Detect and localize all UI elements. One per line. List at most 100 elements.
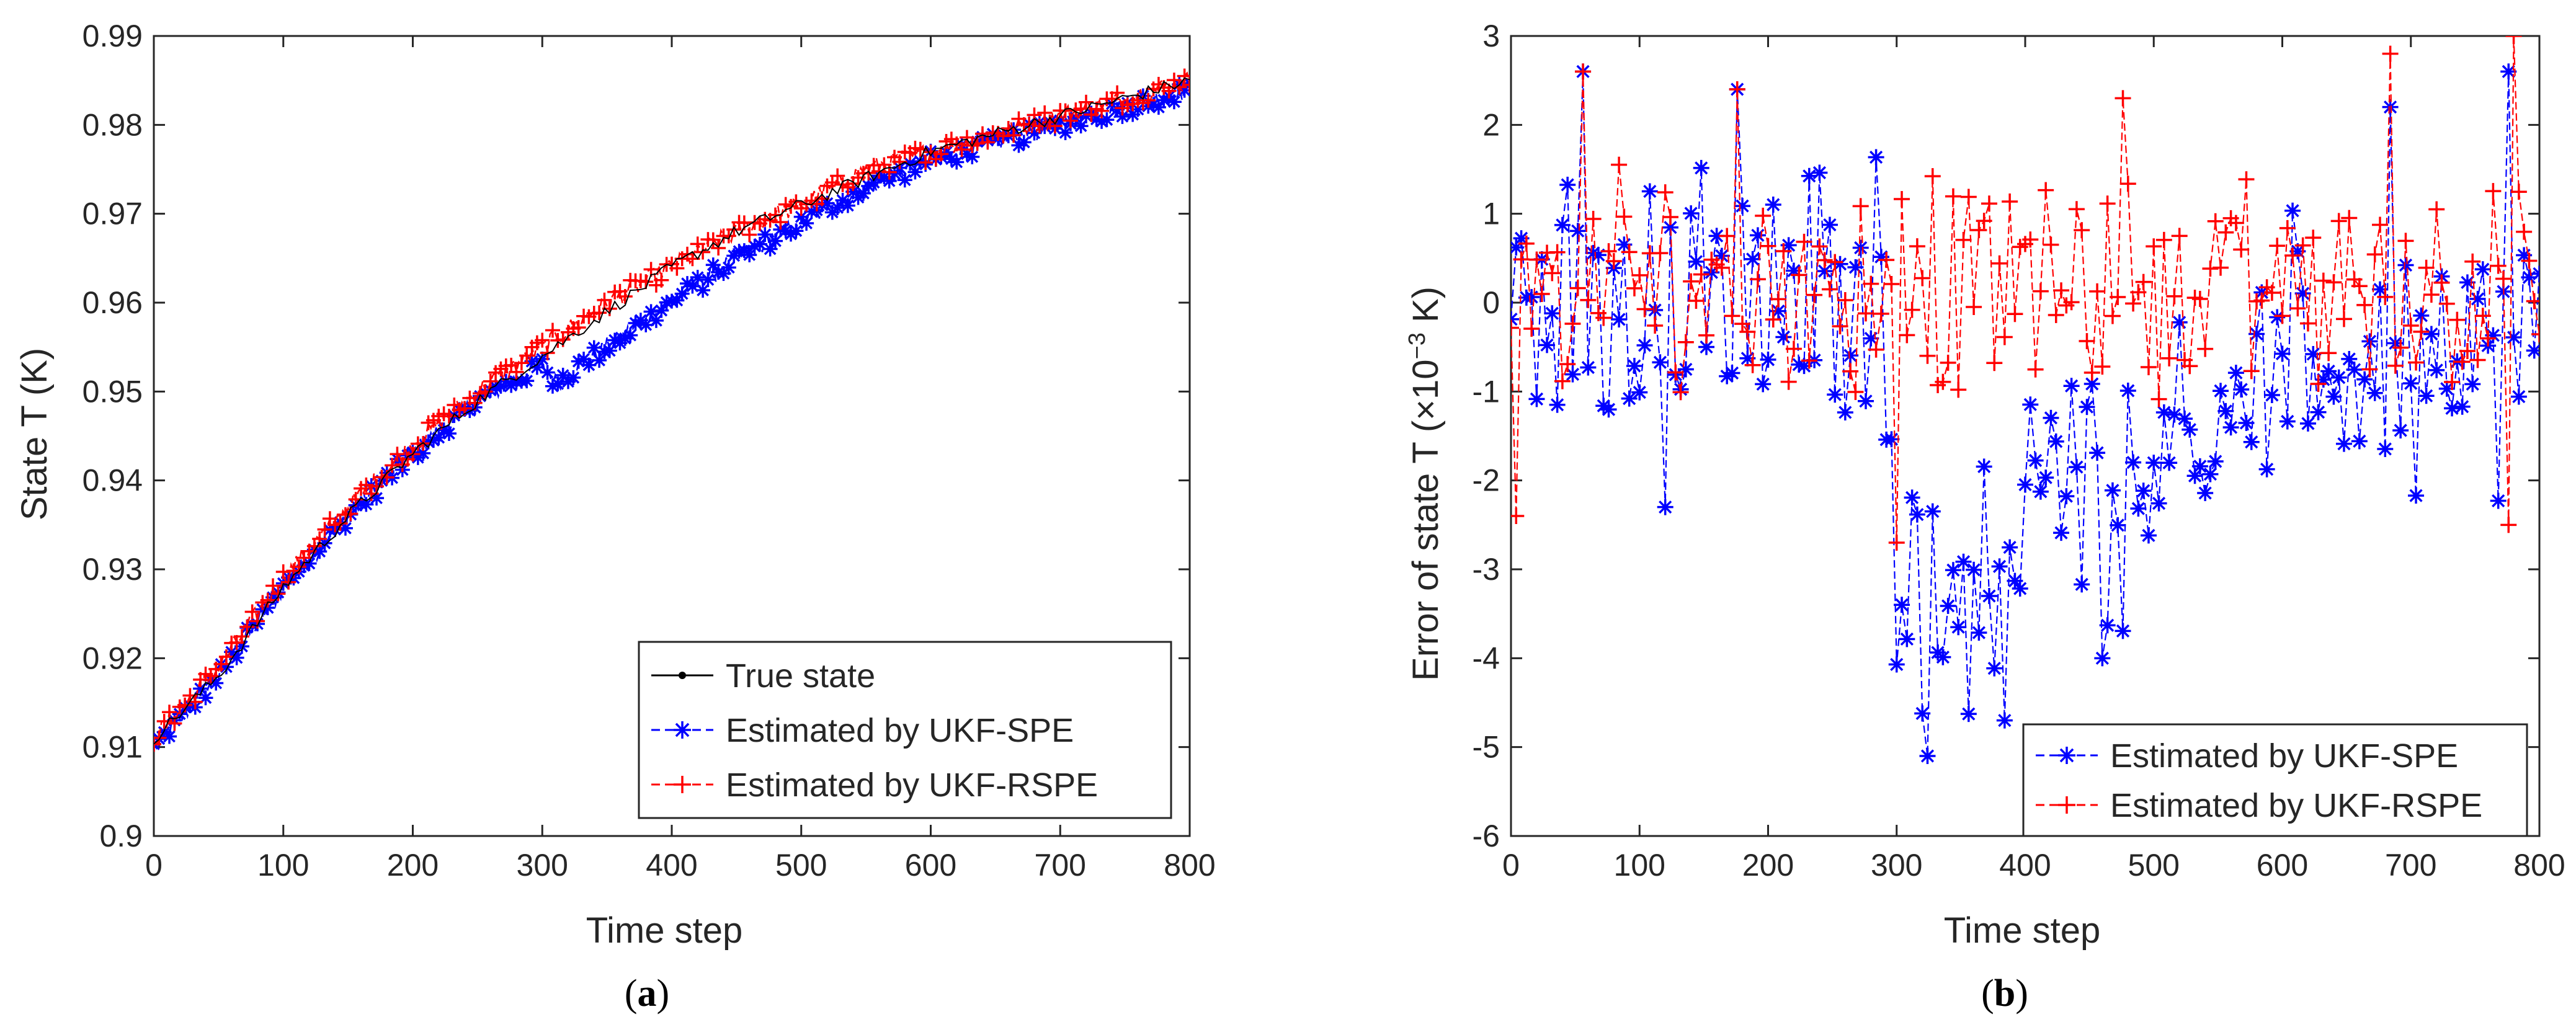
panel-a-point-ukf-rspe — [669, 260, 685, 276]
panel-b-point-ukf-spe — [1796, 358, 1812, 375]
panel-b-point-ukf-spe — [2351, 433, 2368, 450]
panel-b-point-ukf-rspe — [1894, 191, 1910, 208]
panel-b-y-tick-label: 0 — [1482, 285, 1500, 320]
panel-b-point-ukf-rspe — [1981, 195, 1997, 212]
panel-a-point-ukf-rspe — [592, 305, 607, 321]
panel-a-point-ukf-spe — [198, 690, 213, 706]
panel-b-point-ukf-rspe — [1791, 267, 1807, 283]
panel-b-point-ukf-spe — [1626, 358, 1642, 375]
panel-b-point-ukf-rspe — [2274, 308, 2291, 324]
panel-a-point-ukf-rspe — [1182, 77, 1190, 92]
panel-b-point-ukf-spe — [1811, 164, 1828, 181]
panel-a-point-ukf-rspe — [1177, 68, 1190, 84]
panel-b-point-ukf-rspe — [2413, 323, 2430, 340]
panel-b-point-ukf-spe — [2444, 400, 2461, 417]
panel-b-point-ukf-rspe — [1821, 281, 1838, 298]
panel-b-point-ukf-spe — [1734, 198, 1751, 215]
panel-b-point-ukf-rspe — [2310, 375, 2327, 392]
panel-b-point-ukf-spe — [1539, 337, 1556, 353]
panel-b-point-ukf-rspe — [1796, 233, 1812, 250]
panel-b-point-ukf-spe — [2243, 433, 2260, 450]
panel-b-legend: Estimated by UKF-SPE Estimated by UKF-RSP… — [2022, 723, 2528, 837]
panel-b-point-ukf-spe — [2058, 488, 2075, 505]
panel-b-point-ukf-rspe — [1852, 198, 1869, 215]
panel-b-point-ukf-spe — [2418, 388, 2435, 404]
panel-a-point-ukf-rspe — [934, 146, 949, 162]
panel-b-point-ukf-rspe — [2500, 517, 2517, 533]
panel-b-point-ukf-rspe — [2408, 354, 2425, 371]
panel-b-x-tick-label: 0 — [1502, 848, 1520, 883]
panel-b-point-ukf-spe — [1559, 176, 1576, 193]
panel-b-point-ukf-rspe — [1749, 271, 1766, 288]
panel-b-point-ukf-rspe — [1724, 308, 1740, 324]
panel-a-point-ukf-rspe — [617, 288, 633, 304]
panel-a-point-ukf-spe — [799, 215, 814, 231]
panel-b-point-ukf-rspe — [2516, 223, 2533, 240]
panel-b-point-ukf-spe — [2233, 381, 2250, 398]
panel-a-point-ukf-spe — [441, 425, 457, 441]
panel-b-x-tick-label: 700 — [2385, 848, 2436, 883]
panel-b-point-ukf-spe — [1821, 216, 1838, 233]
panel-b-point-ukf-spe — [1765, 196, 1781, 213]
panel-b-point-ukf-rspe — [2213, 259, 2229, 276]
panel-a-x-tick-label: 500 — [775, 848, 827, 883]
panel-b-point-ukf-rspe — [2238, 171, 2255, 188]
panel-b-point-ukf-rspe — [1729, 81, 1745, 97]
panel-a-point-ukf-spe — [566, 370, 581, 385]
panel-b-point-ukf-spe — [1955, 553, 1972, 570]
panel-a-point-ukf-rspe — [918, 155, 934, 171]
panel-b-point-ukf-spe — [2012, 580, 2028, 597]
panel-b-point-ukf-spe — [2084, 376, 2100, 393]
panel-b-point-ukf-rspe — [2418, 259, 2435, 276]
panel-b-point-ukf-spe — [2048, 433, 2064, 450]
panel-b-y-tick-label: -3 — [1473, 552, 1500, 587]
panel-b-point-ukf-rspe — [2474, 308, 2491, 324]
panel-b-point-ukf-spe — [2464, 376, 2481, 393]
panel-a-point-ukf-rspe — [270, 586, 286, 602]
panel-b-point-ukf-spe — [1868, 149, 1884, 166]
panel-a-point-ukf-rspe — [1022, 117, 1037, 132]
panel-b-point-ukf-spe — [2490, 492, 2507, 509]
panel-b-point-ukf-rspe — [2233, 241, 2250, 258]
panel-b-point-ukf-spe — [2197, 485, 2214, 502]
panel-a-y-tick-label: 0.96 — [82, 285, 143, 320]
panel-a-legend-label: True state — [726, 657, 875, 695]
panel-b-point-ukf-spe — [1544, 305, 1561, 322]
panel-b-point-ukf-spe — [2104, 482, 2121, 499]
panel-b-point-ukf-rspe — [2197, 340, 2214, 357]
panel-b-point-ukf-rspe — [1873, 305, 1889, 322]
panel-b-point-ukf-spe — [1554, 216, 1571, 233]
panel-b-point-ukf-spe — [2099, 617, 2116, 634]
panel-a-x-tick-label: 600 — [905, 848, 956, 883]
panel-b-point-ukf-spe — [1600, 401, 1617, 418]
panel-b-point-ukf-rspe — [2480, 330, 2497, 347]
panel-b-point-ukf-spe — [1966, 561, 1982, 578]
panel-b-point-ukf-spe — [1652, 354, 1669, 371]
panel-a-point-ukf-spe — [949, 154, 965, 170]
panel-b-point-ukf-spe — [2017, 476, 2033, 493]
panel-b-point-ukf-rspe — [2335, 311, 2352, 327]
panel-a-point-ukf-rspe — [861, 165, 876, 180]
panel-b-point-ukf-rspe — [2397, 233, 2414, 249]
panel-b-point-ukf-spe — [2274, 345, 2291, 362]
panel-b-point-ukf-rspe — [1780, 373, 1797, 390]
panel-a-legend-marker — [674, 776, 691, 793]
panel-b-point-ukf-spe — [2238, 414, 2255, 431]
panel-b-point-ukf-rspe — [1986, 355, 2003, 371]
panel-b-point-ukf-spe — [1991, 558, 2008, 575]
panel-a-point-ukf-spe — [907, 164, 923, 180]
panel-b-point-ukf-rspe — [1842, 363, 1859, 380]
panel-a-point-ukf-rspe — [1063, 113, 1078, 128]
panel-b-point-ukf-rspe — [1595, 309, 1612, 326]
panel-a-point-ukf-spe — [762, 241, 778, 257]
panel-b-point-ukf-spe — [2217, 402, 2234, 419]
panel-b-point-ukf-rspe — [1605, 253, 1622, 270]
panel-b-series-ukf-spe — [1511, 63, 2539, 764]
panel-b-y-tick-label: 1 — [1482, 197, 1500, 231]
panel-b-point-ukf-spe — [2423, 326, 2440, 342]
panel-b-point-ukf-rspe — [2325, 274, 2342, 291]
panel-b-point-ukf-spe — [2007, 572, 2023, 589]
panel-a-point-ukf-spe — [721, 260, 736, 275]
panel-b-point-ukf-spe — [2146, 455, 2162, 471]
